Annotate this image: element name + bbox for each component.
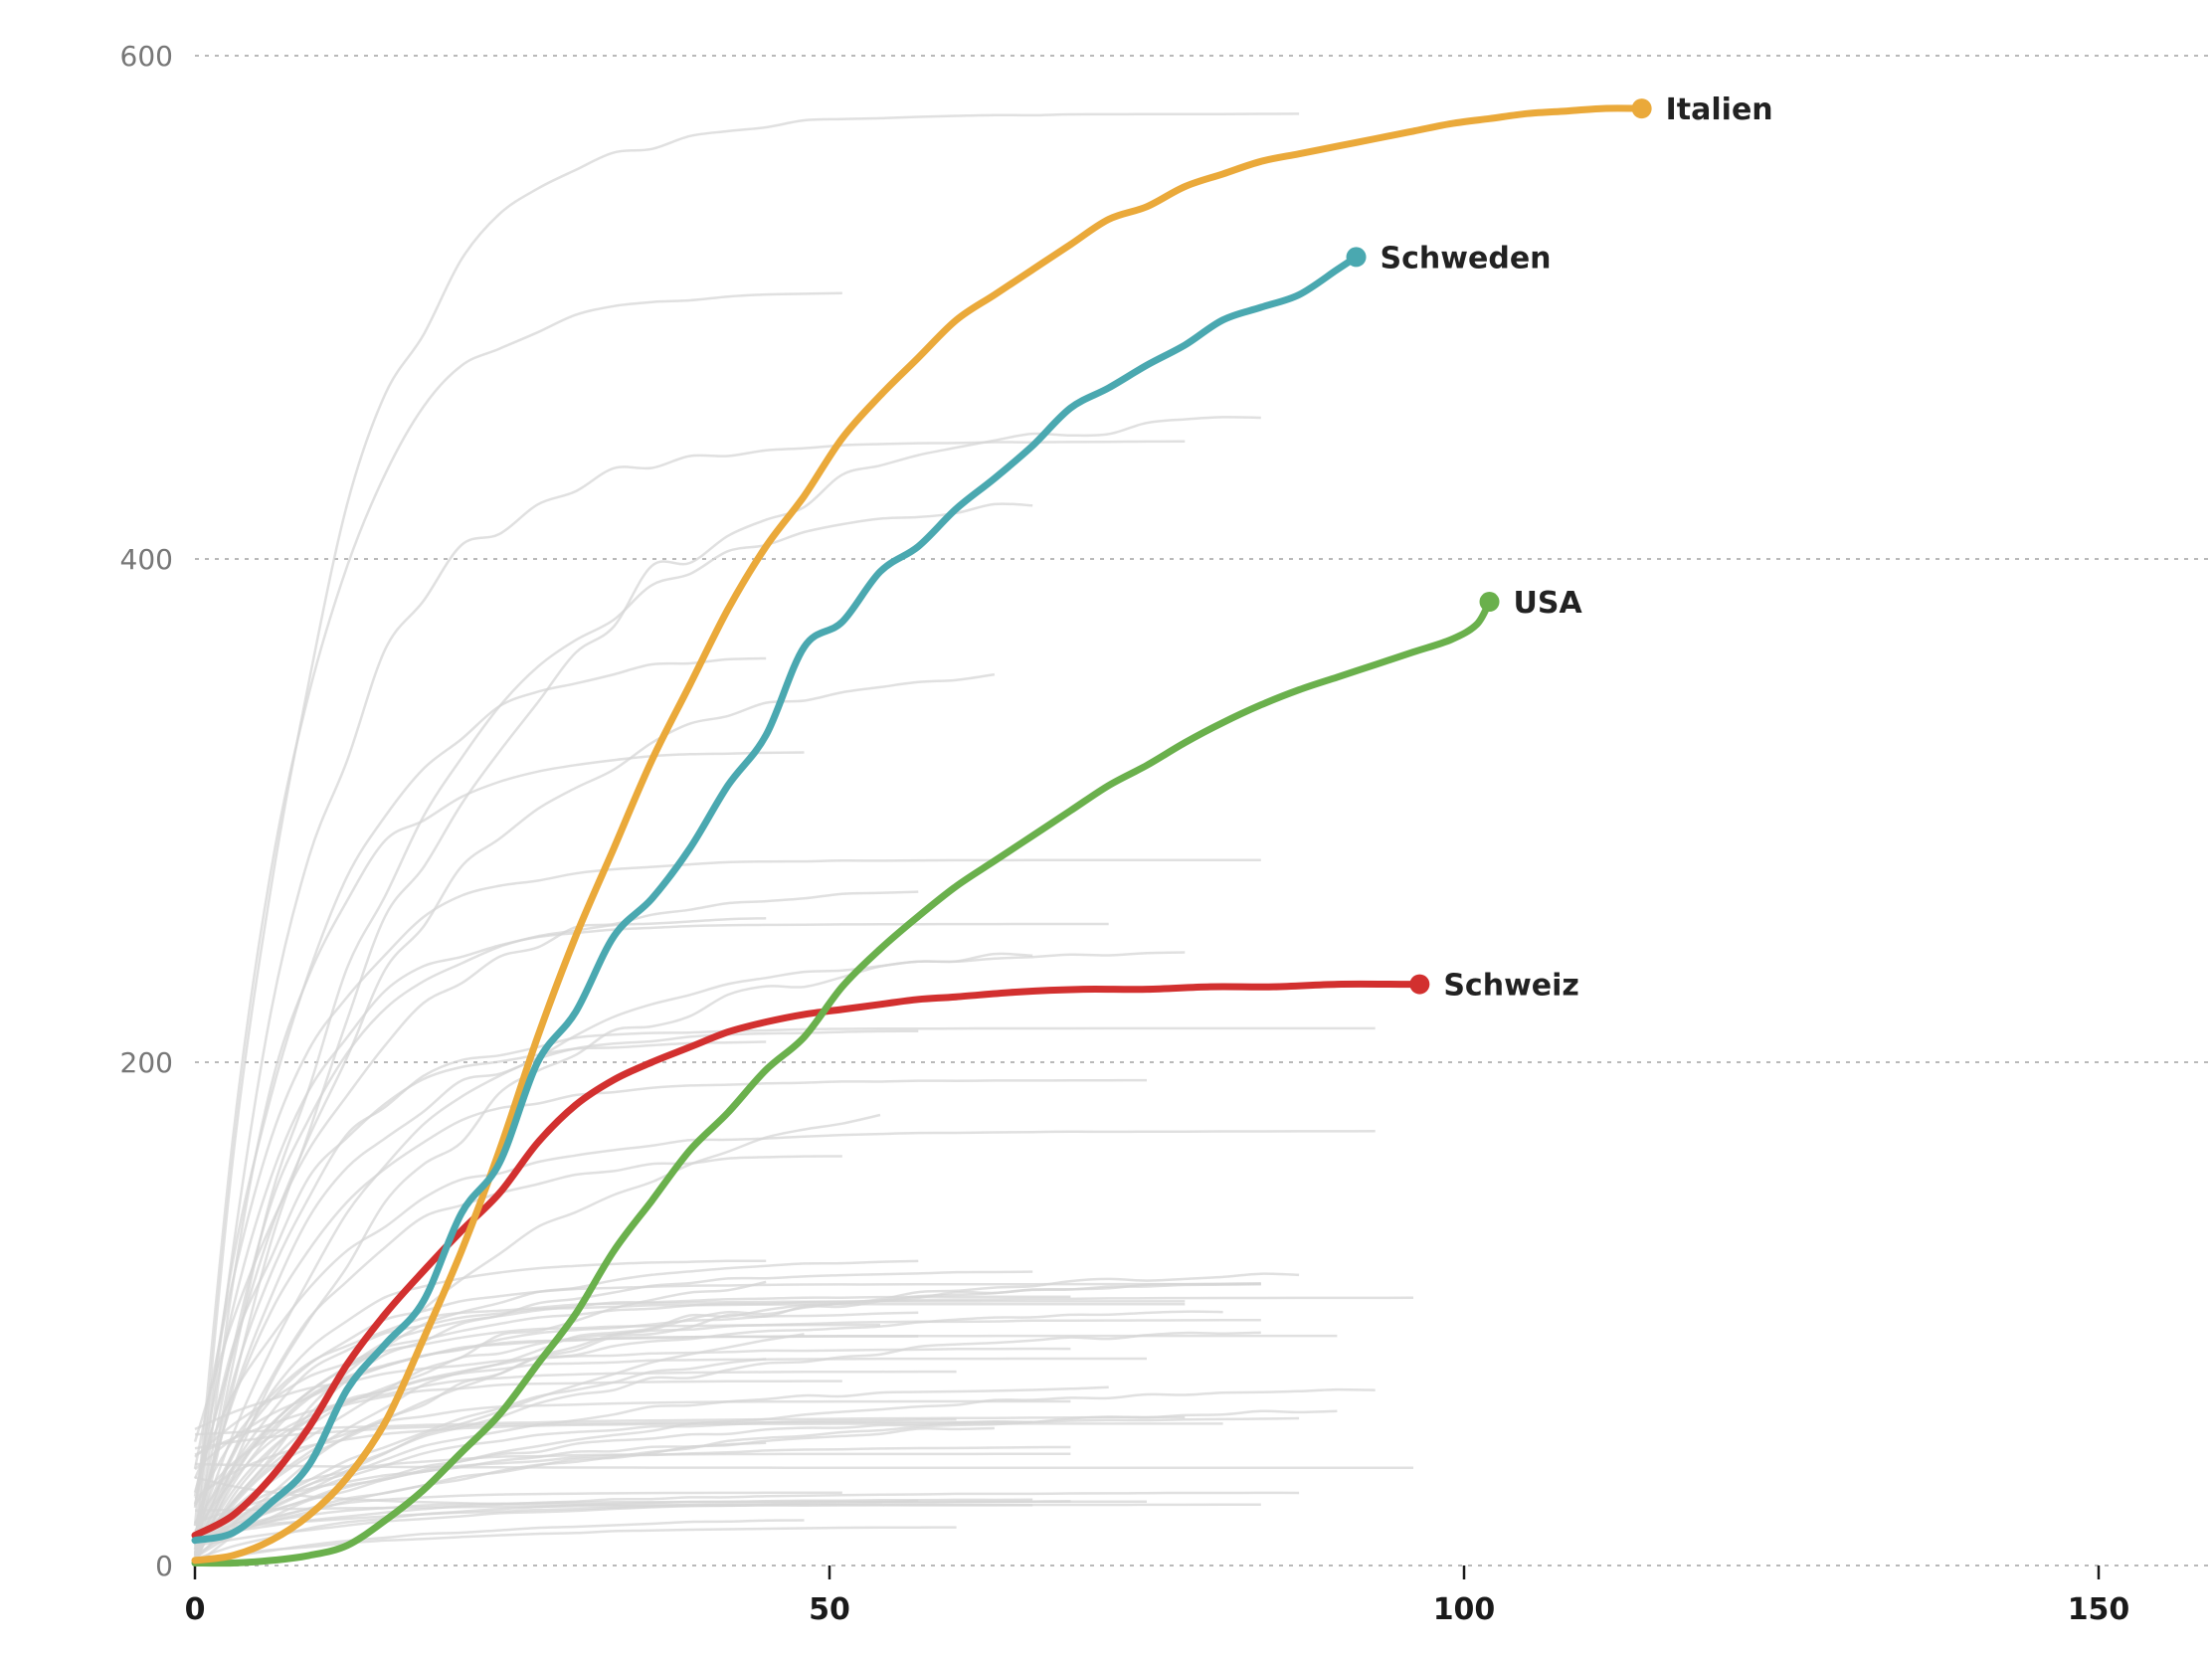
- series-label-schweiz: Schweiz: [1443, 969, 1579, 1004]
- background-line: [194, 1380, 842, 1505]
- y-tick-label: 0: [155, 1550, 173, 1582]
- series-labels: Schweiz USA Italien Schweden: [1346, 92, 1773, 1004]
- background-line: [194, 1462, 1413, 1469]
- background-line: [194, 1422, 1223, 1500]
- background-line: [193, 916, 767, 1542]
- series-endpoint-schweiz: [1409, 974, 1430, 995]
- background-line: [194, 1519, 805, 1565]
- background-line: [194, 1331, 1261, 1549]
- background-line: [193, 1040, 767, 1505]
- background-line: [194, 1415, 1186, 1436]
- background-line: [194, 1310, 1223, 1456]
- background-line: [193, 890, 919, 1442]
- series-label-schweden: Schweden: [1381, 241, 1552, 276]
- x-axis: 0 50 100 150: [185, 1565, 2212, 1627]
- series-endpoint-italien: [1631, 98, 1652, 119]
- y-tick-label: 600: [120, 40, 173, 73]
- background-line: [194, 1399, 1071, 1558]
- background-line: [193, 291, 842, 1526]
- gridlines: 0 200 400 600: [120, 40, 2212, 1582]
- background-line: [193, 1026, 1376, 1542]
- background-line: [193, 858, 1261, 1469]
- background-line: [193, 751, 805, 1562]
- background-line: [193, 112, 1300, 1551]
- background-line: [194, 1426, 995, 1543]
- background-line: [194, 1445, 1071, 1525]
- background-line: [194, 1476, 1033, 1507]
- background-line: [194, 1500, 1147, 1546]
- background-line: [193, 922, 1109, 1497]
- x-tick-label: 50: [809, 1592, 850, 1627]
- background-line: [193, 1302, 1186, 1554]
- background-line: [194, 1420, 1033, 1450]
- series-line-schweiz: [191, 980, 1423, 1540]
- background-line: [194, 1281, 1261, 1561]
- series-line-italien: [191, 104, 1646, 1565]
- highlighted-series: [191, 104, 1646, 1567]
- background-line: [193, 672, 996, 1493]
- background-line: [193, 1130, 1376, 1480]
- background-line: [193, 951, 1186, 1538]
- background-line: [193, 1300, 1186, 1507]
- background-line: [194, 1113, 881, 1554]
- series-endpoint-usa: [1479, 592, 1500, 613]
- x-tick-label: 150: [2068, 1592, 2130, 1627]
- x-tick-label: 0: [185, 1592, 206, 1627]
- background-line: [194, 1416, 1300, 1545]
- background-line: [194, 1491, 1300, 1541]
- background-line: [193, 502, 1033, 1556]
- background-line: [194, 1311, 919, 1471]
- background-line: [193, 1282, 1261, 1538]
- series-label-italien: Italien: [1666, 92, 1773, 127]
- background-line: [193, 1357, 1147, 1555]
- background-line: [193, 1259, 767, 1546]
- y-tick-label: 400: [120, 543, 173, 576]
- series-line-schweden: [191, 253, 1360, 1545]
- background-line: [193, 1078, 1148, 1527]
- series-line-usa: [191, 598, 1493, 1567]
- x-tick-label: 100: [1433, 1592, 1496, 1627]
- background-line: [193, 1319, 1261, 1557]
- background-line: [194, 1499, 919, 1532]
- background-line: [193, 1270, 1033, 1562]
- background-line: [193, 416, 1261, 1558]
- y-tick-label: 200: [120, 1046, 173, 1079]
- series-label-usa: USA: [1514, 586, 1583, 621]
- background-line: [194, 1498, 1033, 1561]
- background-line: [193, 440, 1186, 1544]
- background-line: [194, 1526, 957, 1562]
- series-endpoint-schweden: [1346, 247, 1367, 268]
